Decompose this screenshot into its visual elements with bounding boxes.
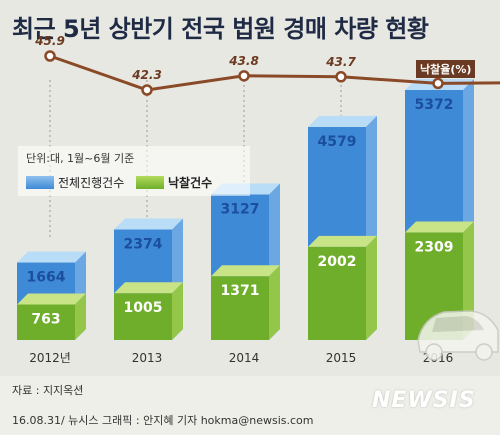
bar-bids-3-side xyxy=(366,235,377,340)
bar-value-bids-0: 763 xyxy=(31,311,60,327)
bar-bids-1-top xyxy=(114,282,183,294)
bar-bids-3-front xyxy=(308,246,366,340)
rate-series xyxy=(44,50,500,96)
rate-point-3 xyxy=(335,71,347,83)
bar-value-total-4: 5372 xyxy=(415,97,454,113)
rate-series-tag: 낙찰율(%) xyxy=(416,60,476,78)
bar-bids-2 xyxy=(211,265,280,340)
source-note: 자료 : 지지옥션 xyxy=(12,384,84,397)
bar-bids-0-front xyxy=(17,304,75,340)
x-tick-label-1: 2013 xyxy=(132,351,163,365)
x-tick-label-2: 2014 xyxy=(229,351,260,365)
legend: 단위:대, 1월~6월 기준 전체진행건수 낙찰건수 xyxy=(18,146,250,196)
rate-point-4 xyxy=(432,77,444,90)
bar-bids-0 xyxy=(17,293,86,340)
rate-value-3: 43.7 xyxy=(325,55,356,69)
legend-label-bids: 낙찰건수 xyxy=(168,176,213,190)
newsis-logo: NEWSIS xyxy=(372,388,476,413)
bar-value-bids-2: 1371 xyxy=(221,283,260,299)
rate-line xyxy=(49,54,500,92)
rate-series-name: 낙찰율(%) xyxy=(420,63,472,76)
bar-bids-3-top xyxy=(308,235,377,247)
chart-area: 1664 763 2012년 2374 1005 2013 3127 1371 2014 4579… xyxy=(17,34,500,365)
bar-bids-4-top xyxy=(405,221,474,233)
bar-total-3-top xyxy=(308,115,377,127)
legend-label-total: 전체진행건수 xyxy=(58,176,125,190)
bar-total-0-top xyxy=(17,251,86,263)
bar-bids-3 xyxy=(308,235,377,340)
legend-unit-note: 단위:대, 1월~6월 기준 xyxy=(26,152,135,165)
chart-title: 최근 5년 상반기 전국 법원 경매 차량 현황 xyxy=(12,15,429,43)
bar-bids-1-side xyxy=(172,282,183,340)
legend-swatch-bids xyxy=(136,176,164,189)
bar-bids-2-side xyxy=(269,265,280,340)
bar-value-total-1: 2374 xyxy=(124,237,163,253)
legend-swatch-total xyxy=(26,176,54,189)
bar-bids-2-front xyxy=(211,276,269,340)
bar-bids-0-top xyxy=(17,293,86,305)
credit-line: 16.08.31/ 뉴시스 그래픽 : 안지혜 기자 hokma@newsis.… xyxy=(12,414,314,427)
rate-point-1 xyxy=(141,84,153,96)
bar-total-1-top xyxy=(114,218,183,230)
bar-value-bids-1: 1005 xyxy=(124,300,163,316)
rate-value-1: 42.3 xyxy=(131,68,162,82)
x-tick-label-0: 2012년 xyxy=(29,351,71,365)
rate-value-0: 45.9 xyxy=(34,34,65,48)
rate-point-2 xyxy=(238,70,250,82)
bar-bids-2-top xyxy=(211,265,280,277)
bar-value-bids-4: 2309 xyxy=(415,240,454,256)
bar-value-bids-3: 2002 xyxy=(318,254,357,270)
bar-bids-1-front xyxy=(114,293,172,340)
bar-value-total-0: 1664 xyxy=(27,270,66,286)
rate-point-0 xyxy=(44,50,56,62)
bar-bids-0-side xyxy=(75,293,86,340)
bar-value-total-2: 3127 xyxy=(221,201,260,217)
rate-value-2: 43.8 xyxy=(228,54,259,68)
bar-bids-1 xyxy=(114,282,183,340)
bar-value-total-3: 4579 xyxy=(318,134,357,150)
x-tick-label-3: 2015 xyxy=(326,351,357,365)
footer: 자료 : 지지옥션 16.08.31/ 뉴시스 그래픽 : 안지혜 기자 hok… xyxy=(0,376,500,435)
car-illustration xyxy=(417,310,499,361)
bar-series xyxy=(17,79,474,340)
